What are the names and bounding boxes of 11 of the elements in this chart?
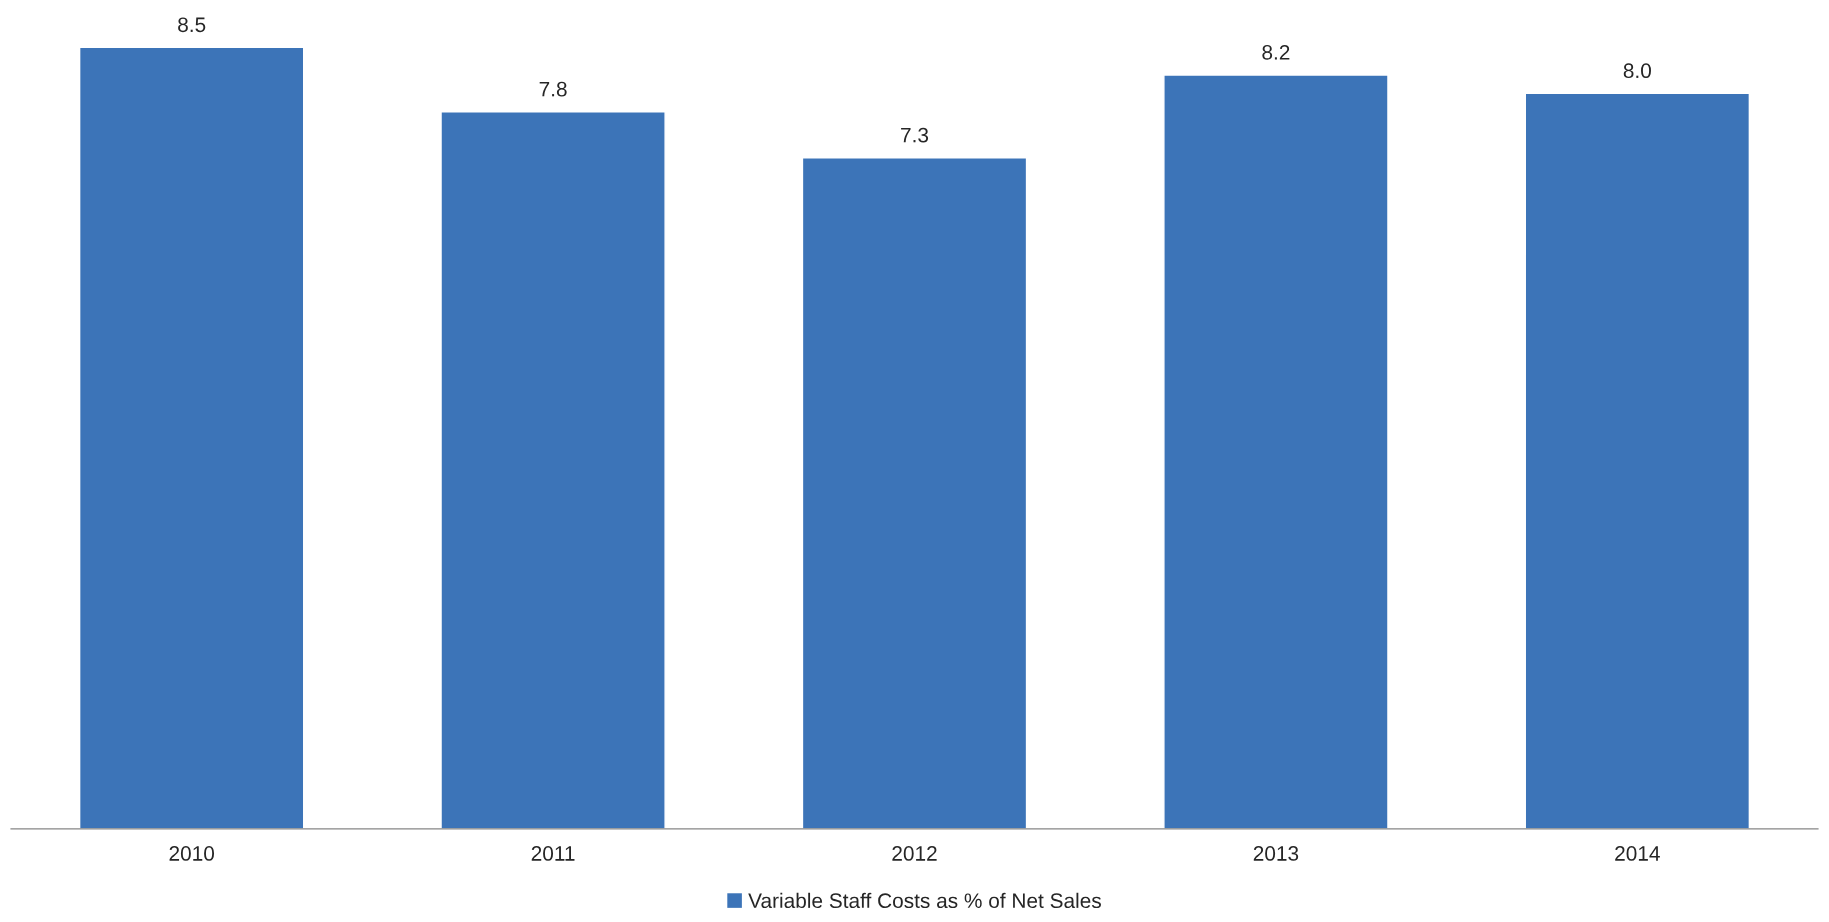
data-label: 8.0 (1623, 63, 1651, 79)
x-tick-label: 2010 (169, 846, 215, 861)
data-label: 8.2 (1262, 44, 1290, 60)
data-label: 7.3 (901, 127, 929, 143)
x-tick-label: 2014 (1615, 846, 1660, 861)
x-tick-label: 2012 (892, 846, 937, 861)
data-label: 7.8 (539, 81, 567, 97)
x-tick-label: 2013 (1253, 846, 1299, 861)
text: Variable Staff Costs as % of Net Sales (748, 892, 1101, 909)
x-tick-label: 2011 (531, 846, 575, 861)
data-label: 8.5 (178, 17, 206, 33)
